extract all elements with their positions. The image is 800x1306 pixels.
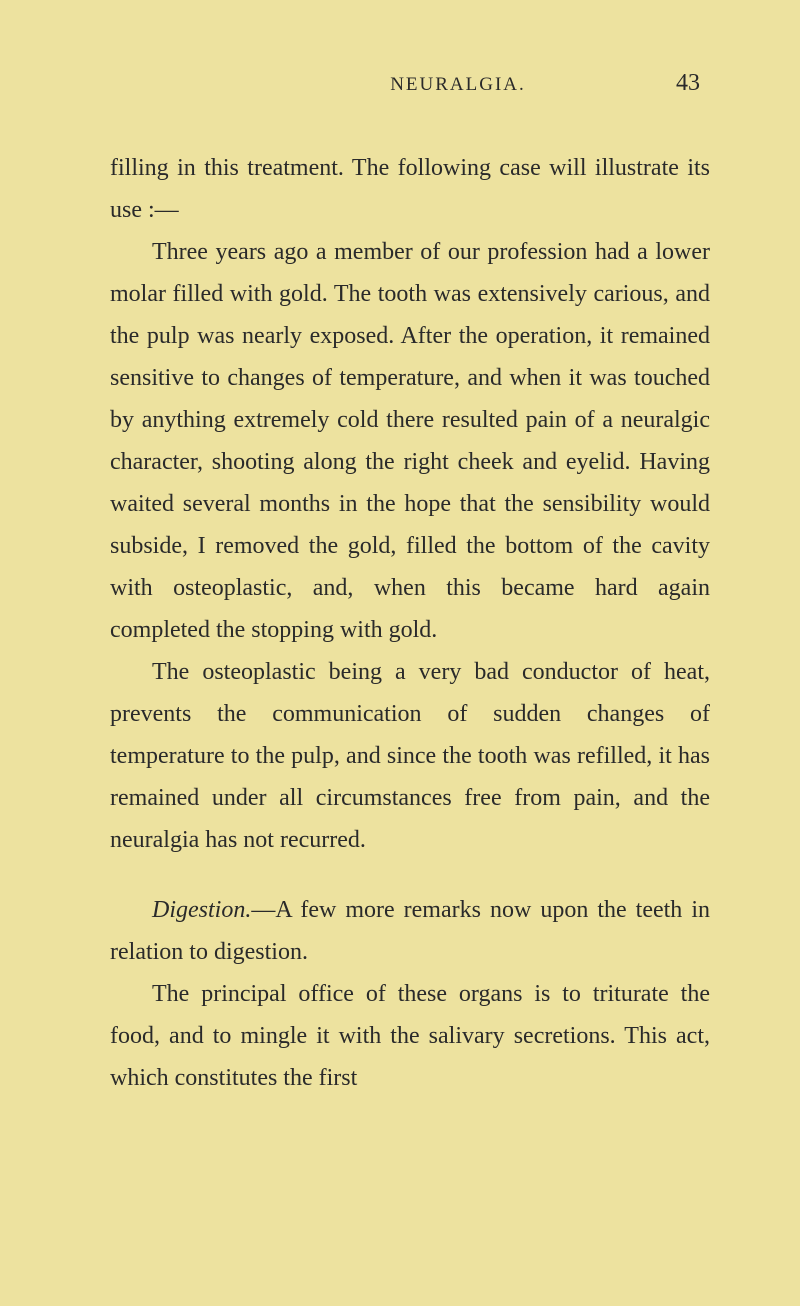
page-body: filling in this treatment. The following… [110, 147, 710, 1099]
paragraph-5: The principal office of these organs is … [110, 973, 710, 1099]
running-title: NEURALGIA. [240, 74, 676, 96]
paragraph-4: Digestion.—A few more remarks now upon t… [110, 889, 710, 973]
paragraph-3: The osteoplastic being a very bad conduc… [110, 651, 710, 861]
page-header: NEURALGIA. 43 [110, 70, 710, 97]
page-number: 43 [676, 70, 700, 97]
section-heading-digestion: Digestion. [152, 897, 251, 923]
paragraph-2: Three years ago a member of our professi… [110, 231, 710, 651]
paragraph-1: filling in this treatment. The following… [110, 147, 710, 231]
